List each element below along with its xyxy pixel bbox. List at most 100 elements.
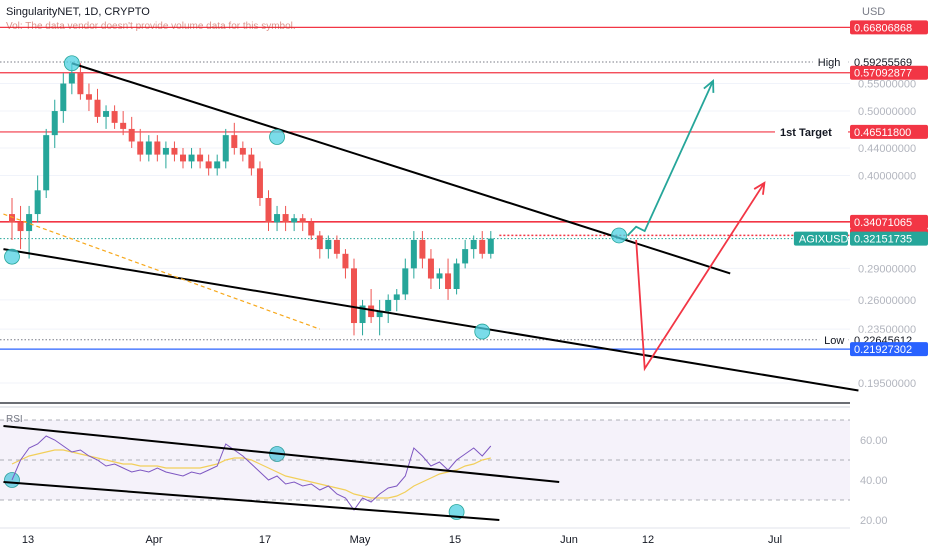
price-tag-box (850, 20, 928, 35)
candle-body (436, 273, 443, 279)
pivot-marker (4, 248, 20, 265)
candle-body (410, 239, 417, 269)
price-tag-label-box (819, 332, 848, 347)
candle-body (180, 154, 186, 162)
candle-body (43, 135, 50, 191)
candle-body (316, 235, 323, 250)
candle-body (85, 94, 92, 100)
candle-body (487, 238, 494, 254)
price-tick-label: 0.19500000 (858, 378, 916, 390)
projection-arrowhead (753, 181, 766, 195)
candle-body (34, 190, 41, 215)
candle-body (308, 222, 315, 236)
candle-body (231, 135, 238, 148)
time-tick-label: Jun (560, 534, 578, 546)
rsi-rsi-lower (3, 481, 500, 521)
candle-body (197, 154, 204, 162)
candle-body (325, 239, 332, 250)
candle-body (103, 111, 110, 117)
candle-body (239, 147, 246, 155)
candle-body (120, 122, 127, 129)
candle-body (137, 141, 144, 155)
candle-body (188, 154, 195, 162)
projection-bullish (626, 80, 714, 237)
price-tag-value: 0.66806868 (854, 22, 912, 34)
price-tag-value: 0.46511800 (854, 127, 911, 139)
price-axis: 0.55000000 0.50000000 0.44000000 0.40000000… (858, 79, 916, 390)
candle-body (205, 161, 212, 169)
price-tag-value: 0.21927302 (854, 344, 912, 356)
candle-body (445, 273, 452, 290)
candle-body (145, 141, 152, 155)
candle-body (427, 258, 434, 279)
candle-body (60, 83, 67, 112)
price-tag-label-box (793, 231, 848, 246)
candle-body (214, 161, 221, 169)
rsi-line (11, 435, 492, 511)
candle-body (111, 111, 118, 123)
price-tick-label: 0.44000000 (858, 143, 916, 155)
candle-body (342, 253, 349, 269)
rsi-pane: RSI (0, 414, 850, 521)
candle-body (291, 218, 298, 223)
candle-body (462, 249, 469, 264)
candle-body (393, 294, 400, 300)
price-tag-label-box (775, 124, 848, 139)
candle-body (248, 154, 255, 169)
trendline-lower-channel (3, 248, 859, 392)
price-tag-label-box (812, 55, 848, 69)
candle-body (26, 214, 33, 232)
candle-body (94, 99, 101, 117)
candle-body (154, 141, 161, 155)
candle-body (77, 73, 84, 95)
candle-body (453, 263, 460, 290)
pivot-marker (63, 55, 80, 72)
candle-body (359, 305, 366, 324)
projection-arrowhead (703, 79, 715, 93)
candle-body (402, 268, 409, 295)
price-tag-label: Low (824, 335, 844, 347)
time-tick-label: 12 (642, 534, 654, 546)
candle-body (222, 135, 229, 162)
time-axis: 13 Apr 17 May 15 Jun 12 Jul (22, 534, 782, 546)
horizontal-levels (0, 26, 850, 350)
price-tick-label: 0.50000000 (858, 106, 916, 118)
candlestick-series (9, 63, 494, 336)
candle-body (162, 147, 169, 155)
candle-body (368, 305, 375, 318)
candle-body (51, 111, 58, 136)
candle-body (333, 239, 340, 254)
time-tick-label: Apr (145, 534, 162, 546)
symbol-header: SingularityNET, 1D, CRYPTO (6, 6, 150, 18)
candle-body (299, 218, 306, 223)
price-tag-value: 0.57092877 (854, 68, 912, 80)
rsi-level-lines (0, 419, 850, 501)
rsi-tick-label: 40.00 (860, 475, 888, 487)
time-tick-label: Jul (768, 534, 782, 546)
price-tick-label: 0.55000000 (858, 79, 916, 91)
price-tick-label: 0.40000000 (858, 170, 916, 182)
projection-bearish (635, 182, 766, 372)
price-tags: 0.668068680.59255569High0.570928770.4651… (775, 20, 928, 357)
price-tag-box (850, 231, 928, 246)
time-tick-label: 15 (449, 534, 461, 546)
rsi-label: RSI (6, 414, 23, 425)
candle-body (17, 222, 24, 232)
time-tick-label: May (350, 534, 371, 546)
price-tag-box (850, 342, 928, 357)
price-tag-label: High (818, 57, 841, 69)
candle-body (274, 214, 281, 223)
candle-body (128, 128, 135, 142)
rsi-trendlines (3, 425, 560, 521)
rsi-tick-label: 60.00 (860, 435, 888, 447)
candle-body (282, 214, 289, 223)
candle-body (419, 239, 426, 259)
rsi-moving-average (11, 449, 491, 499)
rsi-tick-label: 20.00 (860, 515, 888, 527)
price-tick-label: 0.29000000 (858, 263, 916, 275)
price-tag-value: 0.34071065 (854, 217, 912, 229)
candle-body (470, 239, 477, 250)
pivot-marker (474, 323, 491, 340)
price-tick-label: 0.26000000 (858, 295, 916, 307)
